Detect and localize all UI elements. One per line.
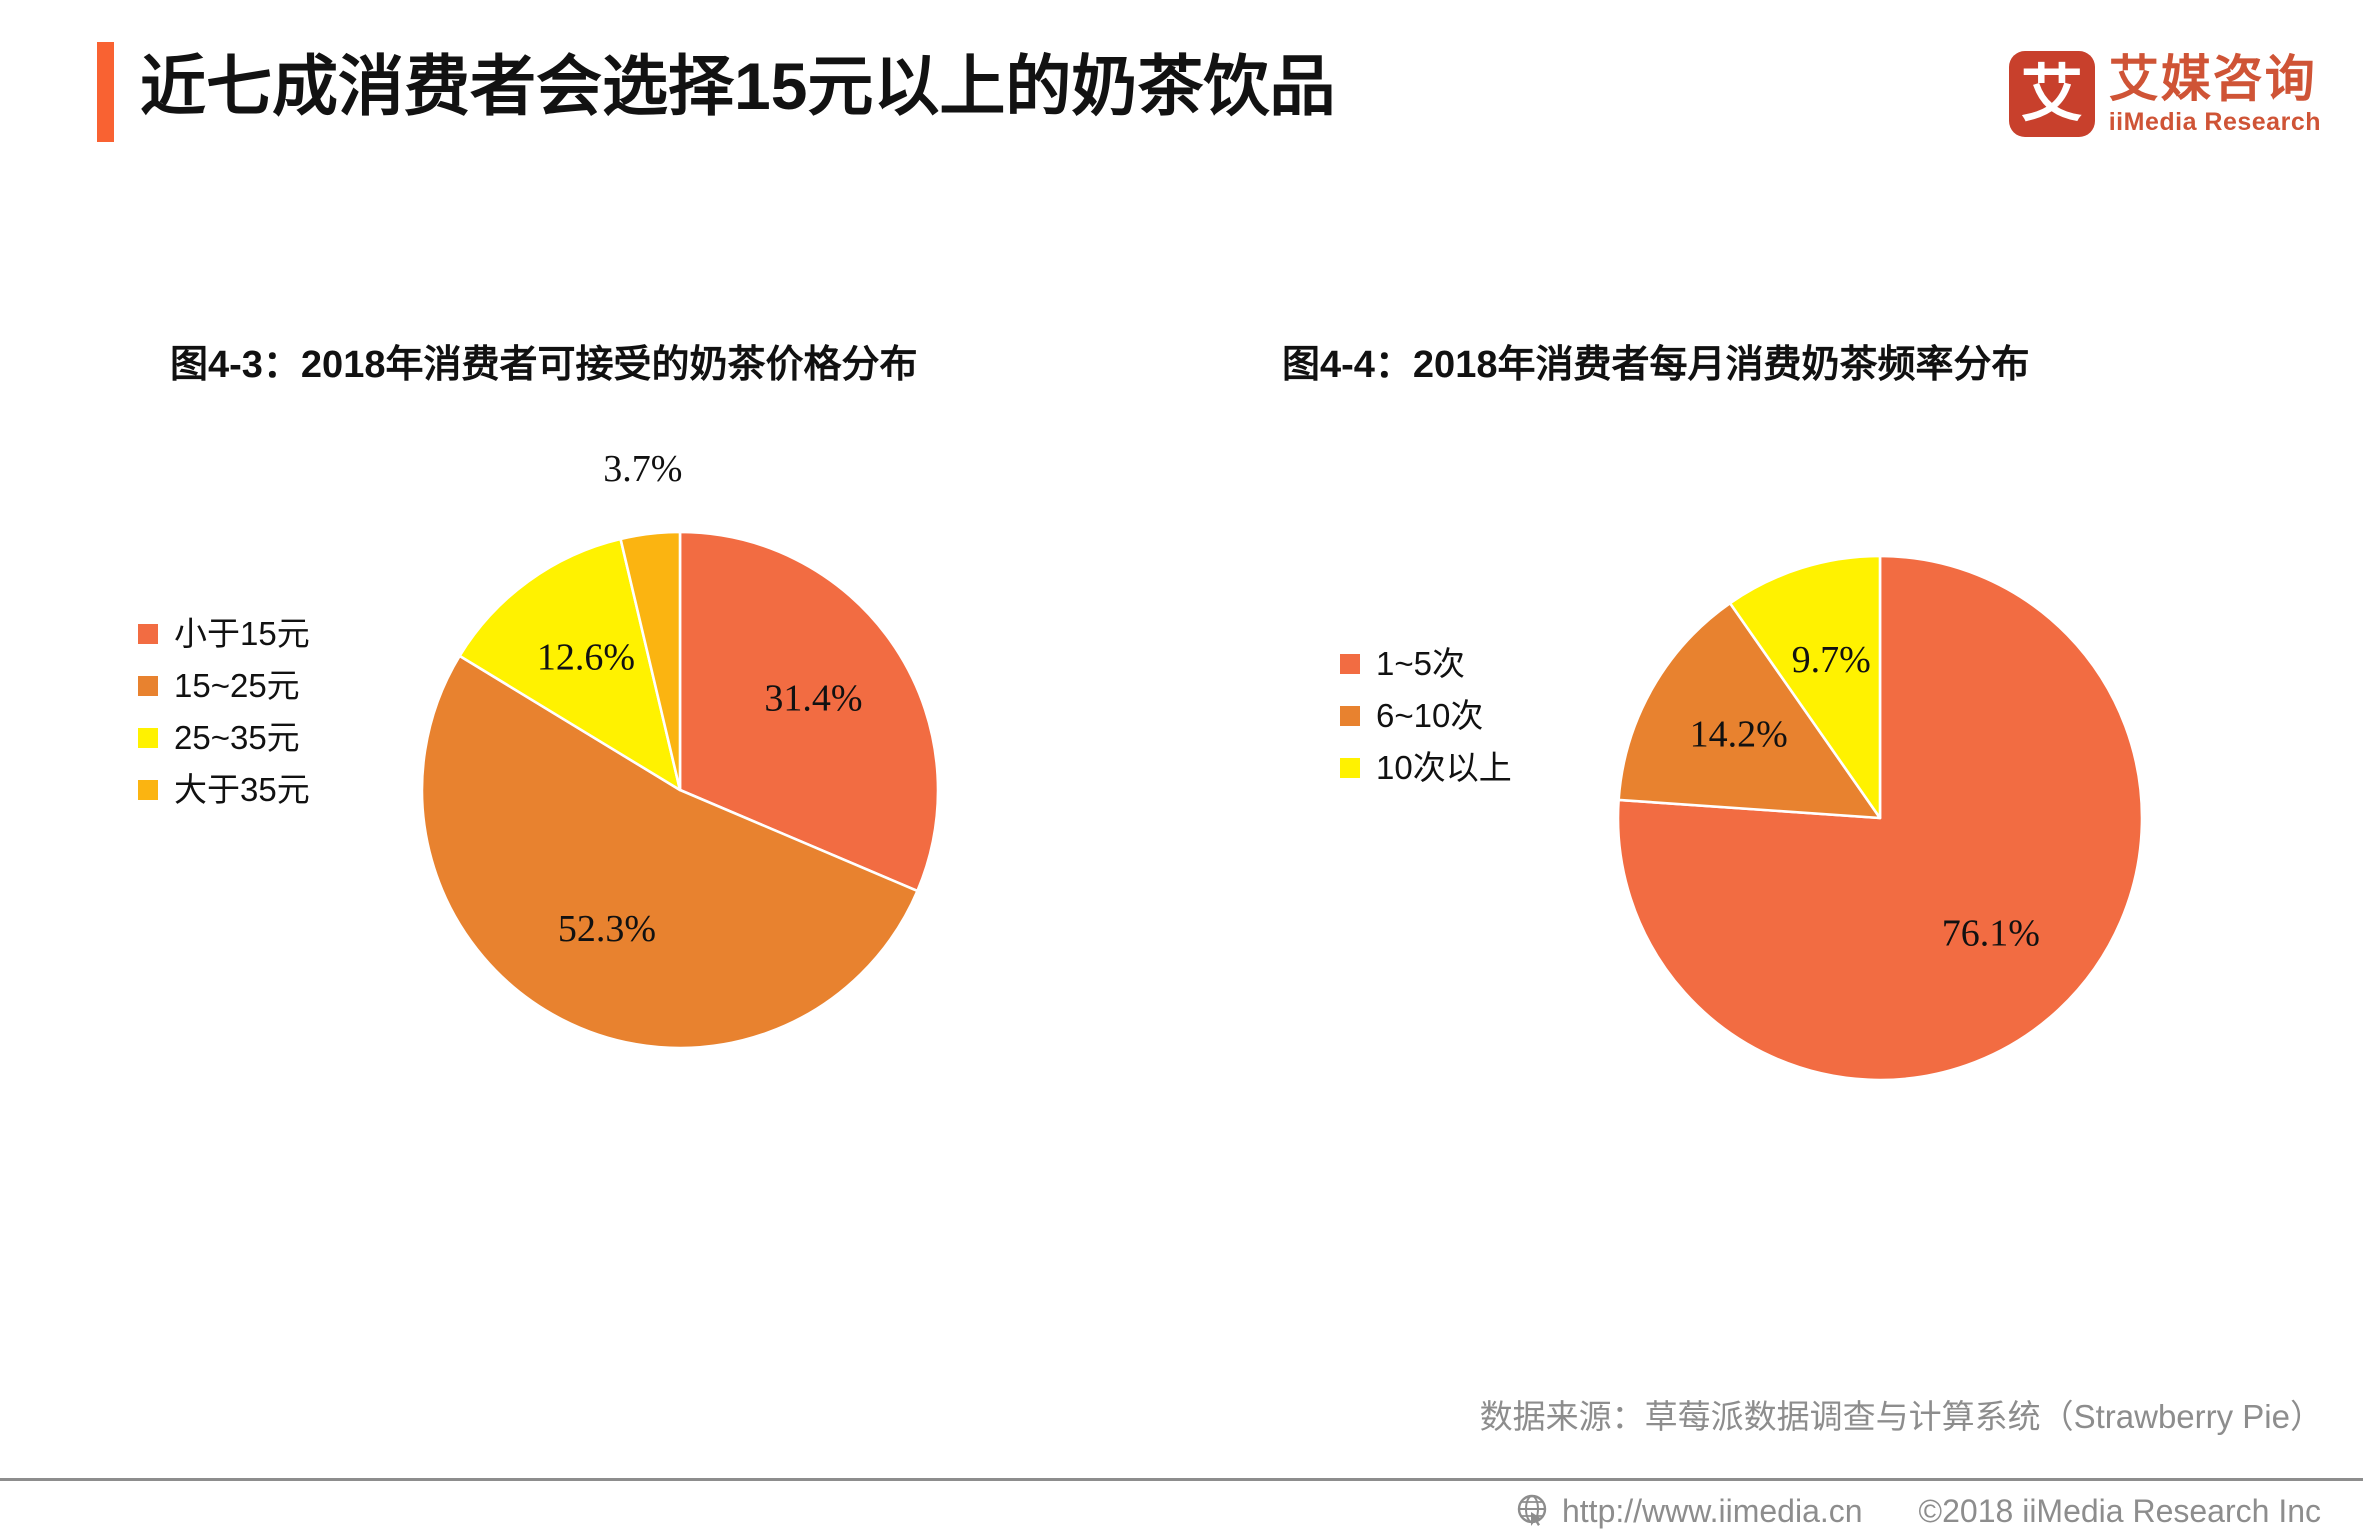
page-header: 近七成消费者会选择15元以上的奶茶饮品 艾 艾媒咨询 iiMedia Resea… [0,0,2363,190]
pie-slice[interactable] [1728,554,1882,820]
footer-website-url[interactable]: http://www.iimedia.cn [1561,1492,1863,1529]
legend-item[interactable]: 小于15元 [138,608,310,660]
page-footer: http://www.iimedia.cn ©2018 iiMedia Rese… [1516,1487,2321,1535]
footer-copyright: ©2018 iiMedia Research Inc [1918,1492,2321,1529]
legend-item[interactable]: 15~25元 [138,660,310,712]
logo-mark-icon: 艾 [2008,51,2095,137]
legend-item-label: 25~35元 [174,719,300,756]
pie-slice[interactable] [458,537,682,792]
legend-swatch-icon [138,676,158,696]
title-accent-bar [97,42,114,142]
legend-item-label: 小于15元 [174,615,310,652]
pie-svg: 76.1% 14.2%9.7% [1616,554,2144,1082]
pie-slice[interactable] [619,530,682,792]
chart-legend-4-3: 小于15元 15~25元 25~35元 大于35元 [138,608,310,816]
logo-mark-glyph: 艾 [2020,57,2083,130]
legend-item[interactable]: 大于35元 [138,764,310,816]
footer-divider [0,1478,2363,1481]
pie-slice[interactable] [678,530,940,893]
legend-swatch-icon [138,728,158,748]
chart-area-4-3: 小于15元 15~25元 25~35元 大于35元 31.4% 52.3% 12.6% 3.… [130,448,1210,1290]
chart-title-4-4: 图4-4：2018年消费者每月消费奶茶频率分布 [1282,344,2030,386]
legend-item[interactable]: 10次以上 [1340,742,1512,794]
logo-name-cn: 艾媒咨询 [2108,51,2317,107]
legend-swatch-icon [1340,758,1360,778]
chart-panel-price-distribution: 图4-3：2018年消费者可接受的奶茶价格分布 小于15元 15~25元 25~35… [130,340,1210,1290]
pie-slice-label: 9.7% [1792,639,1871,681]
pie-chart-4-3: 31.4% 52.3% 12.6% 3.7% [380,448,980,1090]
legend-item-label: 1~5次 [1376,645,1465,682]
chart-area-4-4: 1~5次 6~10次 10次以上 76.1% 14.2% 9.7% [1250,490,2330,1290]
legend-item-label: 10次以上 [1376,749,1512,786]
pie-slice[interactable] [1616,554,2144,1082]
pie-slice-label: 76.1% [1942,912,2040,954]
legend-item-label: 大于35元 [174,771,310,808]
pie-slice-label: 31.4% [764,677,862,719]
data-source-note: 数据来源：草莓派数据调查与计算系统（Strawberry Pie） [1479,1398,2323,1435]
legend-item-label: 15~25元 [174,667,300,704]
page-title: 近七成消费者会选择15元以上的奶茶饮品 [140,49,1336,123]
legend-swatch-icon [1340,706,1360,726]
legend-swatch-icon [1340,654,1360,674]
chart-legend-4-4: 1~5次 6~10次 10次以上 [1340,638,1512,794]
legend-item[interactable]: 25~35元 [138,712,310,764]
pie-slice[interactable] [420,654,919,1050]
pie-slice[interactable] [1617,601,1882,820]
logo-text: 艾媒咨询 iiMedia Research [2109,51,2321,137]
pie-slice-label: 3.7% [603,448,682,490]
pie-slice-label: 52.3% [558,908,656,950]
pie-chart-4-4: 76.1% 14.2% 9.7% [1580,518,2180,1118]
iimedia-logo: 艾 艾媒咨询 iiMedia Research [2008,42,2321,146]
globe-icon [1516,1493,1552,1529]
legend-item[interactable]: 1~5次 [1340,638,1512,690]
chart-title-4-3: 图4-3：2018年消费者可接受的奶茶价格分布 [170,344,918,386]
legend-item[interactable]: 6~10次 [1340,690,1512,742]
chart-panel-frequency-distribution: 图4-4：2018年消费者每月消费奶茶频率分布 1~5次 6~10次 10次以上 7… [1250,340,2330,1290]
pie-svg: 31.4% 52.3% 12.6% 3.7% [420,448,940,1050]
legend-item-label: 6~10次 [1376,697,1484,734]
legend-swatch-icon [138,780,158,800]
pie-slice-label: 14.2% [1690,714,1788,756]
legend-swatch-icon [138,624,158,644]
logo-name-en: iiMedia Research [2108,108,2321,136]
pie-slice-label: 12.6% [537,636,635,678]
